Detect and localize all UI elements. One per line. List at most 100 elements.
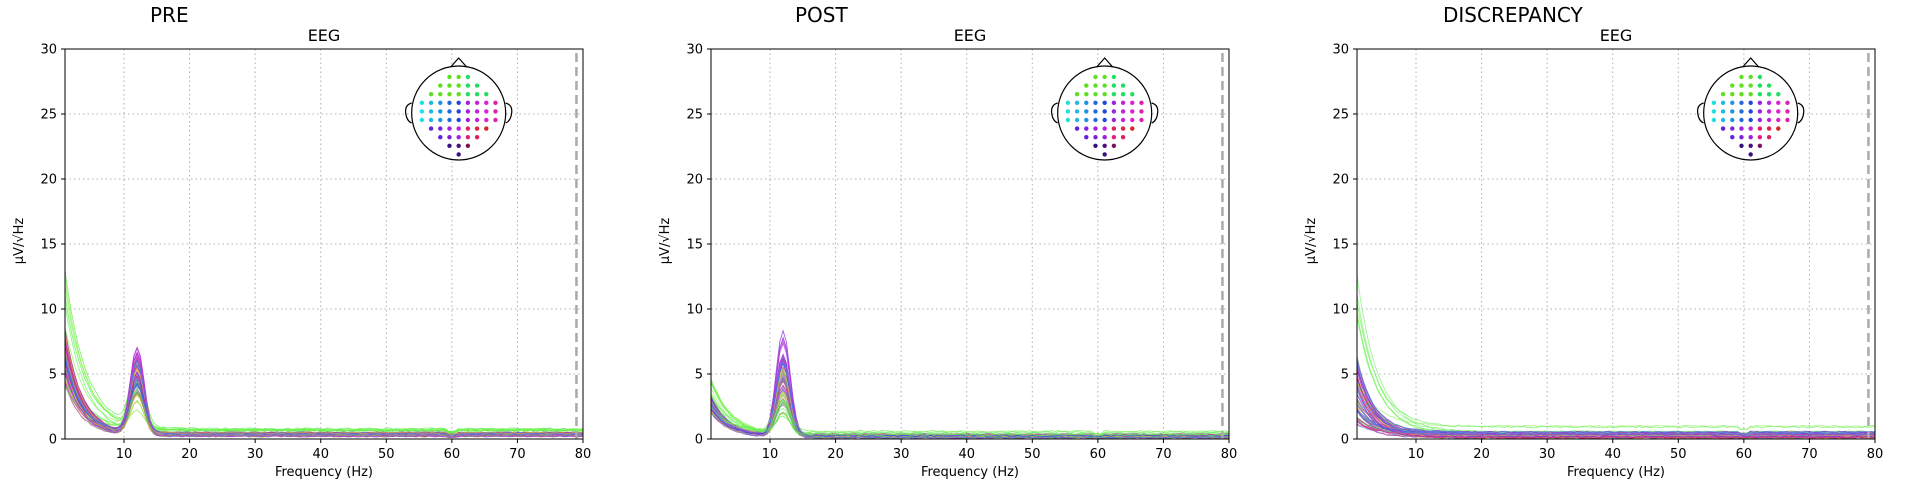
x-tick-label: 20: [1473, 447, 1490, 462]
sensor-dot: [1766, 117, 1772, 123]
sensor-dot: [1102, 92, 1107, 97]
sensor-dot: [1748, 135, 1753, 140]
y-tick-label: 5: [695, 368, 703, 383]
panel-subtitle: EEG: [1600, 26, 1633, 45]
sensor-dot: [465, 143, 471, 148]
sensor-dot: [1065, 100, 1071, 106]
sensor-dot: [456, 74, 461, 80]
y-tick-label: 20: [686, 173, 703, 188]
series-line: [1356, 382, 1876, 437]
sensor-dot: [419, 117, 425, 123]
sensor-dot: [456, 143, 461, 148]
sensor-dot: [1084, 100, 1089, 106]
x-tick-label: 50: [1670, 447, 1687, 462]
sensor-dot: [447, 109, 452, 114]
panel-subtitle: EEG: [308, 26, 341, 45]
series-line: [710, 371, 1230, 435]
right-ear-outline: [505, 102, 513, 124]
sensor-dot: [428, 109, 434, 114]
sensor-dot: [1111, 92, 1117, 97]
series-line: [64, 270, 584, 432]
sensor-dot: [1757, 109, 1763, 114]
sensor-dot: [1730, 109, 1735, 114]
x-axis-label: Frequency (Hz): [1567, 465, 1665, 480]
x-tick-label: 40: [312, 447, 329, 462]
sensor-dot: [1776, 92, 1781, 97]
sensor-dot: [1130, 92, 1135, 97]
sensor-dot: [474, 126, 480, 131]
sensor-dot: [1120, 117, 1126, 123]
nose-outline: [1096, 57, 1114, 68]
sensor-dot: [1130, 100, 1135, 106]
sensor-dot: [1084, 92, 1089, 97]
y-tick-label: 15: [1332, 238, 1349, 253]
sensor-dot: [1748, 126, 1753, 131]
sensor-dot: [1739, 100, 1744, 106]
sensor-dot: [438, 100, 443, 106]
sensor-dot: [1084, 135, 1089, 140]
sensor-dot: [1093, 74, 1098, 80]
sensor-dot: [493, 100, 498, 106]
panel-discrepancy: DISCREPANCY EEG Frequency (Hz) µV/√Hz 10…: [1304, 3, 1883, 480]
y-tick-label: 30: [40, 43, 57, 58]
sensor-dot: [1776, 109, 1781, 114]
series-line: [1356, 379, 1876, 430]
sensor-dot: [1102, 152, 1107, 157]
x-tick-label: 20: [181, 447, 198, 462]
sensor-dot: [438, 135, 443, 140]
sensor-dot: [1739, 143, 1744, 148]
sensor-dot: [1093, 100, 1098, 106]
series-line: [64, 295, 584, 434]
sensor-dot: [484, 109, 489, 114]
series-line: [1356, 386, 1876, 438]
sensor-dot: [1111, 100, 1117, 106]
sensor-dot: [1757, 92, 1763, 97]
sensor-dot: [465, 100, 471, 106]
series-line: [1356, 361, 1876, 435]
sensor-dot: [1785, 100, 1790, 106]
y-tick-label: 0: [1341, 433, 1349, 448]
sensor-dot: [456, 126, 461, 131]
sensor-dot: [1102, 109, 1107, 114]
sensor-dot: [1711, 117, 1717, 123]
y-tick-label: 20: [1332, 173, 1349, 188]
series-group: [64, 270, 584, 439]
sensor-dot: [1074, 126, 1080, 131]
sensor-dot: [465, 92, 471, 97]
sensor-dot: [1102, 83, 1107, 88]
x-tick-label: 50: [1024, 447, 1041, 462]
series-line: [710, 361, 1229, 439]
series-line: [64, 326, 584, 434]
sensor-dot: [1084, 83, 1089, 88]
sensor-dot: [1111, 135, 1117, 140]
series-line: [64, 378, 584, 436]
sensor-dot: [438, 109, 443, 114]
sensor-dot: [447, 92, 452, 97]
sensor-dot: [1074, 100, 1080, 106]
y-tick-label: 0: [49, 433, 57, 448]
sensor-dot: [1065, 117, 1071, 123]
sensor-dot: [447, 74, 452, 80]
y-tick-label: 10: [1332, 303, 1349, 318]
sensor-dot: [1111, 143, 1117, 148]
sensor-dot: [1102, 126, 1107, 131]
series-line: [1356, 317, 1876, 435]
sensor-dot: [438, 83, 443, 88]
sensor-dot: [484, 126, 489, 131]
sensor-dot: [456, 83, 461, 88]
sensor-dot: [1074, 117, 1080, 123]
y-tick-label: 10: [40, 303, 57, 318]
x-tick-label: 40: [958, 447, 975, 462]
panel-subtitle: EEG: [954, 26, 987, 45]
sensor-dot: [1748, 152, 1753, 157]
left-ear-outline: [1696, 102, 1704, 124]
sensor-dot: [1093, 135, 1098, 140]
sensor-dot: [1093, 143, 1098, 148]
sensor-dot: [1093, 126, 1098, 131]
sensor-dot: [1730, 100, 1735, 106]
sensor-dot: [1739, 135, 1744, 140]
x-tick-label: 70: [509, 447, 526, 462]
sensor-dot: [419, 100, 425, 106]
x-tick-label: 50: [378, 447, 395, 462]
